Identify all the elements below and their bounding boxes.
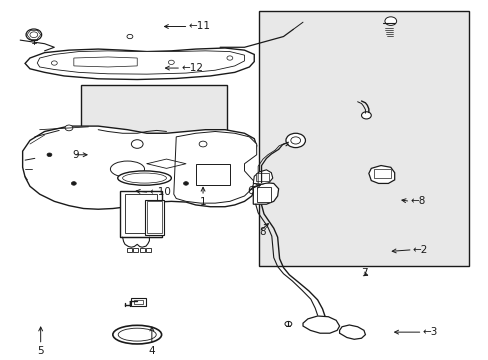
Circle shape [226,56,232,60]
Polygon shape [74,57,137,67]
Bar [134,300,142,304]
Bar [127,248,132,252]
Polygon shape [303,316,339,333]
Circle shape [30,32,38,37]
Ellipse shape [118,328,156,341]
Polygon shape [195,164,229,185]
Polygon shape [339,325,365,339]
Polygon shape [253,170,272,184]
Polygon shape [22,126,256,209]
Ellipse shape [113,325,161,344]
Text: ←8: ←8 [409,196,425,206]
Bar [81,85,227,190]
Polygon shape [173,131,256,203]
Text: ←11: ←11 [188,22,210,31]
Circle shape [26,29,41,40]
Circle shape [51,61,57,65]
Circle shape [199,141,206,147]
Text: 8: 8 [259,227,265,237]
Polygon shape [253,183,278,204]
Bar [131,298,146,306]
Circle shape [47,153,52,157]
Text: 6: 6 [246,186,253,195]
Polygon shape [368,166,394,184]
Ellipse shape [122,173,166,183]
Text: ←3: ←3 [422,327,437,337]
Bar [133,248,138,252]
Circle shape [384,17,396,26]
Text: ←12: ←12 [181,63,203,73]
Text: ←2: ←2 [412,245,427,255]
Bar [373,169,390,178]
Bar [256,187,271,202]
Text: 1: 1 [199,197,206,207]
Polygon shape [25,48,254,80]
Bar [147,201,161,233]
Ellipse shape [110,161,144,177]
Text: 5: 5 [37,346,44,356]
Circle shape [127,34,133,39]
Circle shape [361,112,370,119]
Bar [140,248,144,252]
Bar [146,248,151,252]
Circle shape [285,133,305,148]
Circle shape [71,182,76,185]
Polygon shape [37,51,244,74]
Bar [259,12,468,266]
Circle shape [131,140,143,148]
Bar [120,190,161,237]
Text: 4: 4 [148,346,155,356]
Text: ←10: ←10 [149,188,171,197]
Circle shape [183,182,188,185]
Text: 9: 9 [73,150,80,160]
Circle shape [290,137,300,144]
Bar [125,194,157,233]
Ellipse shape [118,171,171,185]
Circle shape [285,321,291,327]
Bar [256,173,268,181]
Bar [144,199,163,235]
Circle shape [65,125,73,131]
Text: 7: 7 [361,268,367,278]
Circle shape [168,60,174,64]
